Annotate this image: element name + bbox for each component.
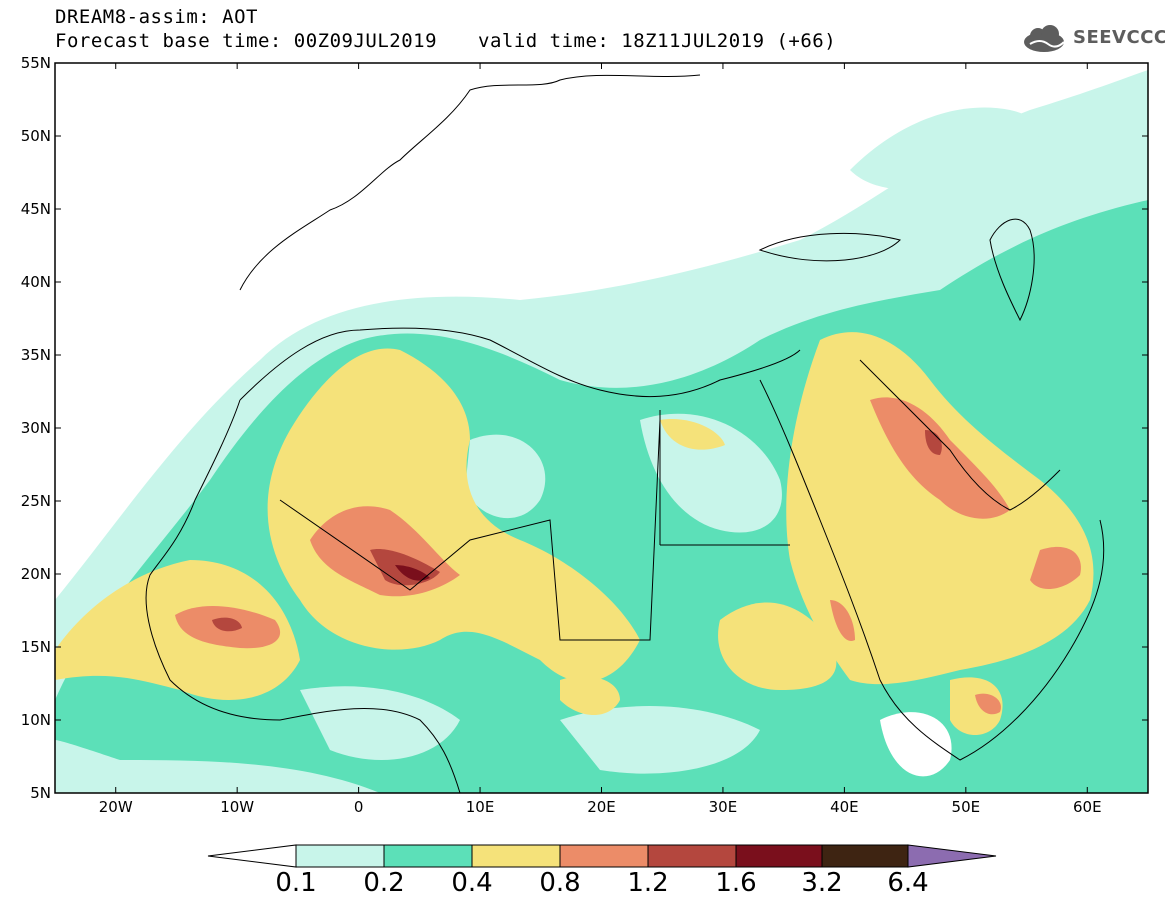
aot-contour-c5b: [212, 617, 242, 632]
aot-contour-c6a: [395, 565, 430, 581]
colorbar-label-7: 3.2: [801, 868, 843, 898]
aot-contour-c4e: [830, 600, 855, 641]
colorbar-label-6: 1.6: [715, 868, 757, 898]
aot-contour-c4d: [1030, 546, 1081, 590]
coastline-caspian: [989, 218, 1035, 322]
coastline-arabia-gulf: [859, 359, 1061, 511]
lat-label: 40N: [21, 273, 51, 291]
aot-contour-c2e: [560, 706, 760, 774]
coastline-black-sea: [758, 232, 901, 262]
colorbar-bin-5: [647, 844, 737, 868]
colorbar-label-2: 0.2: [363, 868, 405, 898]
lat-label: 55N: [21, 54, 51, 72]
colorbar-label-5: 1.2: [627, 868, 669, 898]
colorbar-label-1: 0.1: [275, 868, 317, 898]
colorbar-label-4: 0.8: [539, 868, 581, 898]
lon-label: 20E: [587, 798, 616, 816]
lon-label: 50E: [952, 798, 981, 816]
lat-label: 5N: [30, 784, 51, 802]
colorbar-bin-3: [471, 844, 561, 868]
aot-contour-c3d: [718, 602, 837, 690]
lat-label: 10N: [21, 711, 51, 729]
aot-contour-c2c: [640, 413, 782, 533]
aot-field: [55, 63, 1148, 793]
aot-contour-c4f: [975, 693, 1001, 715]
lat-label: 20N: [21, 565, 51, 583]
aot-contour-c4c: [870, 397, 1010, 519]
aot-contour-c3a: [267, 348, 640, 682]
colorbar-bin-2: [383, 844, 473, 868]
map-title: DREAM8-assim: AOT: [55, 6, 258, 28]
lat-label: 25N: [21, 492, 51, 510]
lat-label: 30N: [21, 419, 51, 437]
lon-label: 30E: [709, 798, 738, 816]
lon-label: 0: [354, 798, 364, 816]
lon-label: 20W: [99, 798, 133, 816]
colorbar-bin-4: [559, 844, 649, 868]
axis-labels: 55N 50N 45N 40N 35N 30N 25N 20N 15N 10N 5N 20W 10W 0 1…: [21, 54, 1102, 816]
seevccc-logo: [1024, 25, 1065, 52]
lat-label: 15N: [21, 638, 51, 656]
cloud-icon: [1024, 25, 1065, 52]
axis-ticks: [55, 62, 1148, 794]
coastline-west-africa: [145, 399, 461, 794]
colorbar-label-8: 6.4: [887, 868, 929, 898]
border-egypt: [659, 410, 790, 546]
colorbar-bin-7: [821, 844, 909, 868]
aot-contour-c2d: [300, 686, 460, 760]
lon-label: 60E: [1073, 798, 1102, 816]
coastlines: [145, 74, 1105, 794]
colorbar-bin-6: [735, 844, 823, 868]
forecast-base-time: Forecast base time: 00Z09JUL2019: [55, 30, 438, 52]
aot-contour-c3g: [660, 419, 725, 450]
border-sahara: [279, 419, 661, 641]
aot-contour-c3c: [786, 332, 1094, 685]
lat-label: 45N: [21, 200, 51, 218]
colorbar: [207, 844, 997, 868]
colorbar-under-triangle: [207, 844, 297, 868]
valid-time: valid time: 18Z11JUL2019 (+66): [478, 30, 837, 52]
aot-contour-c3e: [950, 677, 1003, 735]
lon-label: 40E: [830, 798, 859, 816]
aot-contour-c2f: [880, 712, 952, 777]
lat-label: 35N: [21, 346, 51, 364]
aot-contour-c3f: [560, 676, 620, 715]
coastline-north-africa: [239, 327, 801, 401]
colorbar-over-triangle: [907, 844, 997, 868]
aot-contour-c3b: [55, 560, 300, 700]
coastline-europe: [239, 74, 701, 291]
colorbar-bin-1: [295, 844, 385, 868]
logo-text: SEEVCCC: [1073, 27, 1165, 48]
lon-label: 10E: [466, 798, 495, 816]
aot-contour-c2b: [465, 434, 546, 519]
coastline-red-sea: [759, 379, 1105, 761]
colorbar-label-3: 0.4: [451, 868, 493, 898]
aot-contour-c5c: [925, 430, 942, 455]
aot-contour-c1b: [850, 107, 1039, 190]
lon-label: 10W: [220, 798, 254, 816]
lat-label: 50N: [21, 127, 51, 145]
